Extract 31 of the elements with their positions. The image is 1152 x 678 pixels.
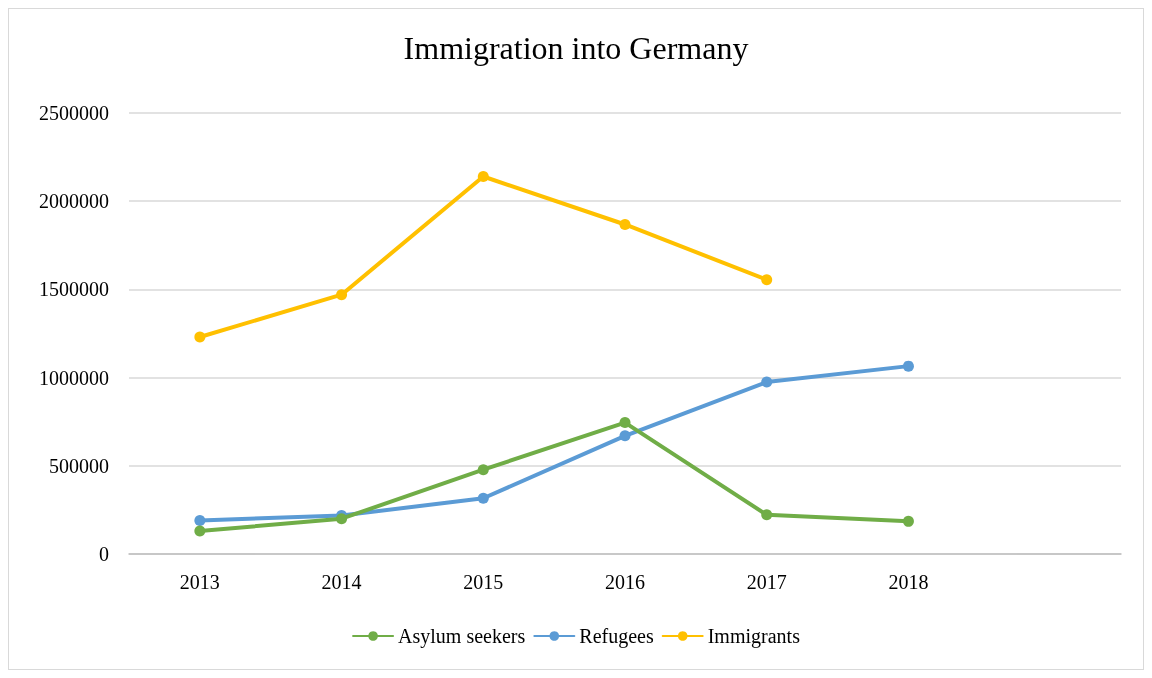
y-tick-label: 2000000 — [39, 190, 109, 213]
point — [761, 509, 773, 521]
point — [761, 274, 773, 286]
point — [194, 525, 206, 537]
y-tick-label: 500000 — [49, 454, 109, 477]
legend-label: Refugees — [579, 625, 654, 648]
point — [194, 514, 206, 526]
point — [902, 515, 914, 527]
point — [477, 492, 489, 504]
point — [619, 218, 631, 230]
y-tick-label: 2500000 — [39, 102, 109, 124]
chart-title: Immigration into Germany — [403, 30, 749, 66]
y-tick-label: 1000000 — [39, 366, 109, 389]
point — [194, 331, 206, 343]
point — [477, 464, 489, 476]
point — [477, 171, 489, 182]
x-tick-label: 2017 — [746, 571, 787, 593]
x-tick-label: 2016 — [605, 571, 645, 593]
x-tick-label: 2015 — [463, 571, 504, 593]
x-tick-label: 2018 — [888, 571, 929, 593]
y-tick-label: 1500000 — [39, 278, 109, 301]
x-tick-label: 2014 — [321, 571, 362, 593]
point — [619, 430, 631, 442]
point — [902, 360, 914, 372]
legend-label: Immigrants — [707, 625, 801, 648]
point — [619, 417, 631, 429]
point — [336, 289, 348, 301]
legend-label: Asylum seekers — [398, 625, 526, 648]
y-tick-label: 0 — [99, 543, 109, 565]
x-tick-label: 2013 — [179, 571, 220, 593]
point — [761, 376, 773, 388]
